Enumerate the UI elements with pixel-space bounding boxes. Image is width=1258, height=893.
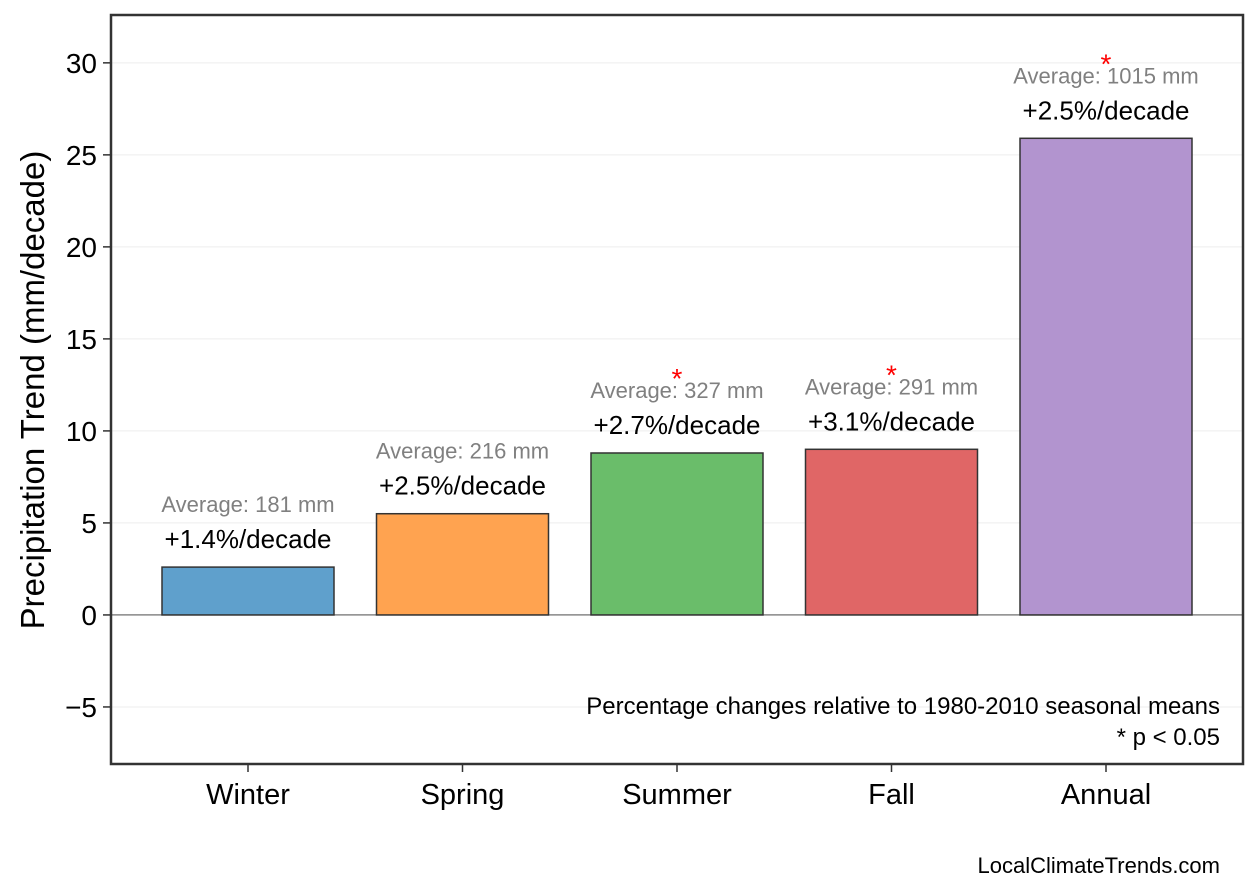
annotation-note: Percentage changes relative to 1980-2010… bbox=[586, 693, 1220, 720]
significance-marker: * bbox=[886, 359, 897, 390]
percent-change-label: +2.7%/decade bbox=[594, 410, 761, 440]
x-tick-label: Fall bbox=[868, 779, 915, 811]
bar-winter bbox=[161, 566, 335, 616]
significance-marker: * bbox=[1101, 48, 1112, 79]
percent-change-label: +1.4%/decade bbox=[165, 524, 332, 554]
bar-summer bbox=[590, 452, 764, 616]
x-tick-label: Annual bbox=[1061, 779, 1151, 811]
percent-change-label: +2.5%/decade bbox=[379, 471, 546, 501]
bars bbox=[161, 137, 1193, 616]
average-label: Average: 327 mm bbox=[590, 378, 763, 403]
bar-spring bbox=[375, 512, 550, 616]
bar-fall bbox=[804, 448, 979, 616]
axes: −5 0 5 10 15 20 25 30 Winter Spring Summer Fall Annu… bbox=[65, 48, 1151, 811]
bar-annual bbox=[1019, 137, 1193, 616]
plot-frame bbox=[109, 13, 1245, 766]
annotation-significance-note: * p < 0.05 bbox=[1117, 724, 1220, 751]
significance-marker: * bbox=[672, 363, 683, 394]
y-tick-label: −5 bbox=[65, 692, 97, 723]
y-tick-label: 20 bbox=[66, 232, 97, 263]
source-credit: LocalClimateTrends.com bbox=[977, 853, 1221, 878]
bar-labels: +1.4%/decade Average: 181 mm +2.5%/decade A… bbox=[161, 48, 1198, 554]
average-label: Average: 216 mm bbox=[376, 439, 549, 464]
y-tick-label: 25 bbox=[66, 140, 97, 171]
percent-change-label: +3.1%/decade bbox=[808, 406, 975, 436]
y-axis-label: Precipitation Trend (mm/decade) bbox=[14, 151, 51, 630]
average-label: Average: 1015 mm bbox=[1013, 63, 1198, 88]
percent-change-label: +2.5%/decade bbox=[1023, 95, 1190, 125]
y-tick-label: 0 bbox=[81, 600, 97, 631]
x-tick-label: Spring bbox=[421, 779, 505, 811]
x-tick-label: Summer bbox=[622, 779, 732, 811]
x-tick-label: Winter bbox=[206, 779, 290, 811]
y-tick-label: 10 bbox=[66, 416, 97, 447]
y-tick-label: 5 bbox=[81, 508, 97, 539]
average-label: Average: 291 mm bbox=[805, 374, 978, 399]
y-tick-label: 30 bbox=[66, 48, 97, 79]
average-label: Average: 181 mm bbox=[161, 492, 334, 517]
y-tick-label: 15 bbox=[66, 324, 97, 355]
